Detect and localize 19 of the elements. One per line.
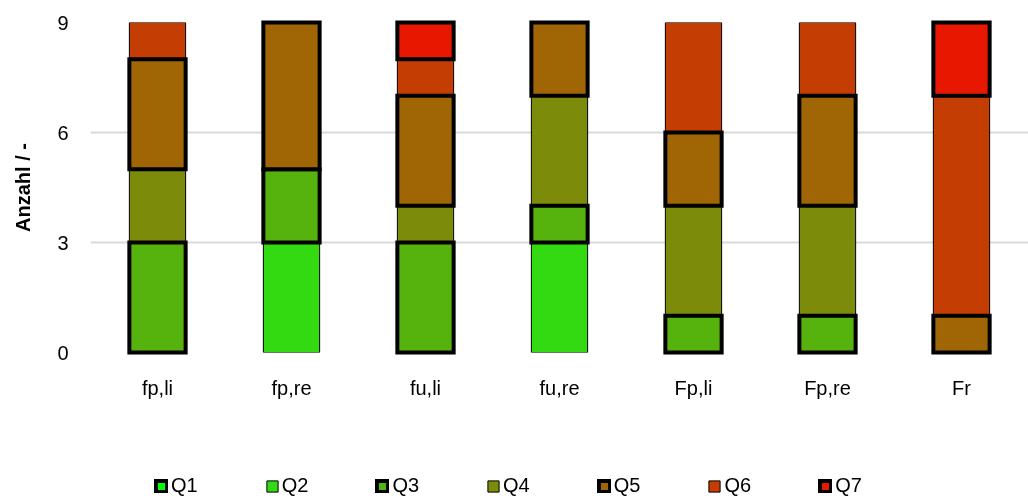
legend-label: Q4: [503, 474, 530, 497]
legend-label: Q7: [835, 474, 862, 497]
x-tick-label: fp,li: [141, 376, 174, 399]
y-tick-label: 9: [57, 11, 69, 34]
y-tick-label: 3: [57, 231, 69, 254]
legend-label: Q6: [724, 474, 752, 497]
y-tick-label: 6: [57, 121, 69, 144]
legend-label: Q5: [613, 474, 641, 497]
x-tick-label: fu,re: [539, 376, 580, 399]
x-tick-label: fu,li: [409, 376, 442, 399]
x-tick-label: Fp,li: [674, 376, 713, 399]
legend-label: Q1: [171, 474, 198, 497]
y-tick-label: 0: [57, 341, 69, 364]
legend-label: Q2: [281, 474, 309, 497]
x-tick-label: Fp,re: [804, 376, 851, 399]
x-tick-label: fp,re: [271, 376, 312, 399]
x-tick-label: Fr: [952, 376, 972, 399]
y-axis-title: Anzahl / -: [12, 143, 35, 232]
legend-label: Q3: [392, 474, 420, 497]
